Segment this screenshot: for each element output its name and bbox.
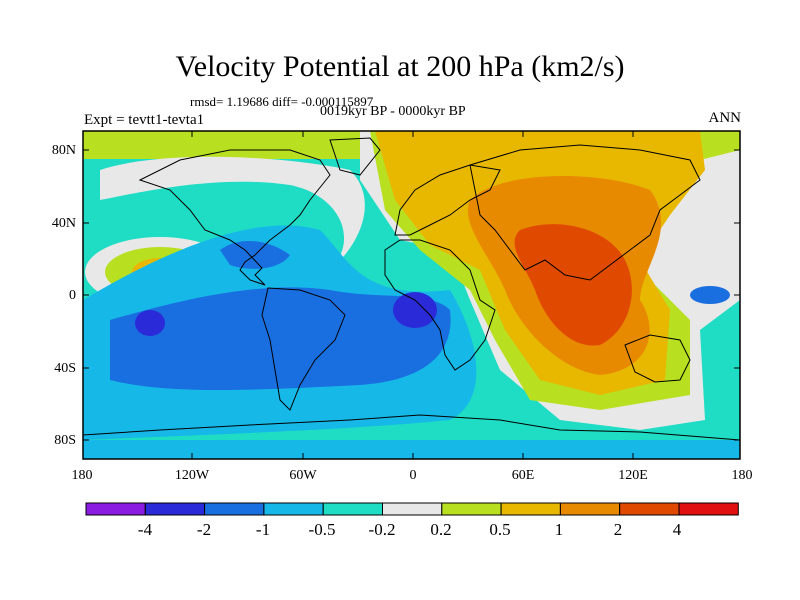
colorbar-label: -1: [255, 520, 271, 539]
colorbar-label: 2: [613, 520, 623, 539]
colorbar-label: -0.2: [368, 520, 396, 539]
lon-label-60w: 60W: [289, 468, 317, 483]
lon-label-0: 0: [409, 468, 417, 483]
colorbar-label: -2: [196, 520, 212, 539]
colorbar-swatch: [85, 502, 146, 516]
lon-label-120e: 120E: [618, 468, 648, 483]
colorbar-swatch: [559, 502, 621, 516]
colorbar-swatch: [441, 502, 502, 516]
stats-line: rmsd= 1.19686 diff= -0.000115897: [190, 94, 374, 109]
lat-label-0: 0: [69, 288, 76, 303]
lat-label-40n: 40N: [51, 216, 76, 231]
colorbar-swatch: [204, 502, 265, 516]
axis-ticks: [83, 131, 740, 459]
colorbar-label: 1: [554, 520, 564, 539]
colorbar-swatch: [382, 502, 443, 516]
colorbar-swatch: [619, 502, 680, 516]
experiment-label: Expt = tevtt1-tevta1: [84, 112, 205, 128]
colorbar-label: 4: [672, 520, 682, 539]
plot-title: Velocity Potential at 200 hPa (km2/s): [175, 50, 625, 83]
lat-label-80n: 80N: [51, 143, 76, 158]
season-label: ANN: [708, 110, 742, 126]
colorbar-label: -0.5: [308, 520, 336, 539]
colorbar-swatch: [144, 502, 206, 516]
colorbar-swatch: [500, 502, 561, 516]
colorbar-swatch: [263, 502, 324, 516]
lon-label-180w: 180: [71, 468, 93, 483]
lon-label-180e: 180: [731, 468, 753, 483]
colorbar-swatch: [678, 502, 739, 516]
colorbar-swatch: [322, 502, 384, 516]
colorbar: [85, 502, 739, 516]
lon-label-60e: 60E: [511, 468, 535, 483]
lat-label-80s: 80S: [54, 433, 76, 448]
colorbar-label: 0.5: [489, 520, 511, 539]
lon-label-120w: 120W: [174, 468, 210, 483]
contour-field: [83, 131, 740, 459]
colorbar-label: -4: [137, 520, 153, 539]
coastlines: [83, 137, 740, 441]
period-label: 0019kyr BP - 0000kyr BP: [320, 104, 466, 119]
colorbar-label: 0.2: [430, 520, 452, 539]
lat-label-40s: 40S: [54, 361, 76, 376]
